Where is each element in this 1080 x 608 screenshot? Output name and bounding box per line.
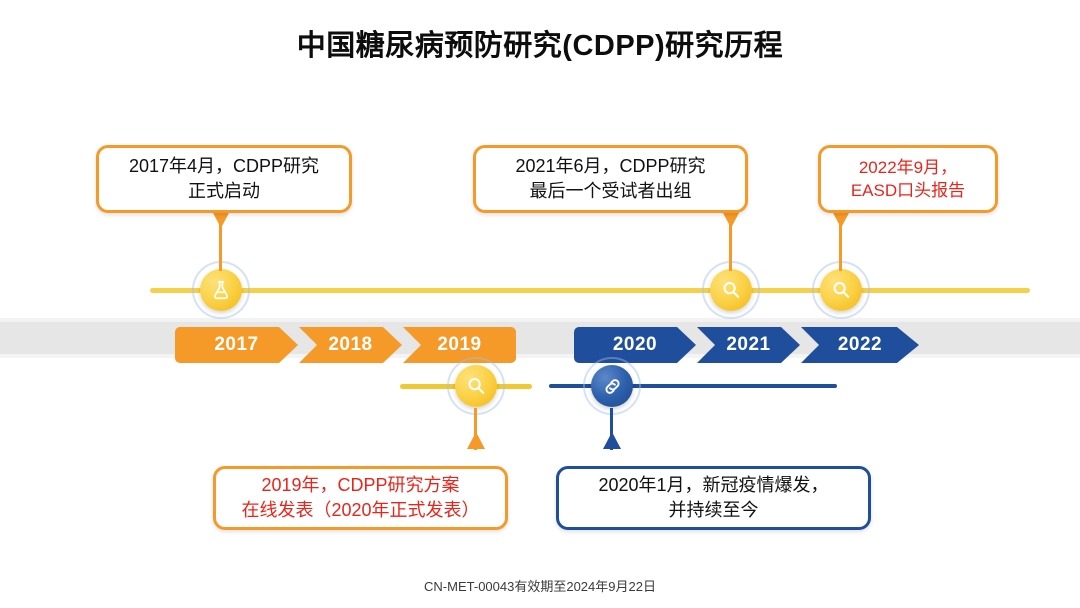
- flask-icon[interactable]: [192, 261, 250, 319]
- year-label-2019: 2019: [437, 334, 482, 355]
- callout-2017-line1: 2017年4月，CDPP研究: [128, 156, 320, 177]
- connector-stem-2021: [729, 213, 732, 271]
- callout-2021-line2: 最后一个受试者出组: [529, 181, 692, 201]
- callout-tail-2020: [603, 432, 621, 449]
- callout-2021-line1: 2021年6月，CDPP研究: [515, 156, 706, 177]
- callout-2022-line1: 2022年9月，: [858, 157, 958, 177]
- year-label-2022: 2022: [837, 334, 883, 355]
- callout-2020-text: 2020年1月，新冠疫情爆发， 并持续至今: [598, 473, 828, 523]
- callout-tail-2019: [467, 432, 485, 449]
- search-icon[interactable]: [447, 357, 505, 415]
- connector-stem-2022: [839, 213, 842, 271]
- search-icon[interactable]: [702, 261, 760, 319]
- year-chevron-2019[interactable]: 2019: [403, 327, 516, 363]
- timeline-rail-top: [150, 288, 1030, 293]
- connector-stem-2017: [219, 213, 222, 271]
- callout-2022[interactable]: 2022年9月， EASD口头报告: [818, 145, 998, 213]
- search-icon[interactable]: [812, 261, 870, 319]
- callout-2022-line2: EASD口头报告: [850, 181, 966, 200]
- link-glyph: [604, 378, 620, 394]
- timeline-rail-bottom-blue: [549, 384, 837, 388]
- page-title: 中国糖尿病预防研究(CDPP)研究历程: [296, 30, 784, 62]
- callout-2017[interactable]: 2017年4月，CDPP研究 正式启动: [96, 145, 352, 213]
- connector-stem-2020: [610, 408, 613, 450]
- callout-2019-line1: 2019年，CDPP研究方案: [261, 475, 460, 496]
- year-label-2021: 2021: [726, 334, 771, 355]
- callout-2022-text: 2022年9月， EASD口头报告: [851, 156, 965, 203]
- callout-tail-2021: [722, 211, 740, 228]
- callout-2019-text: 2019年，CDPP研究方案 在线发表（2020年正式发表）: [241, 473, 479, 523]
- year-chevron-2020[interactable]: 2020: [574, 327, 696, 363]
- connector-stem-2019: [474, 408, 477, 450]
- callout-2019-line2: 在线发表（2020年正式发表）: [241, 500, 480, 520]
- callout-tail-2022: [832, 211, 850, 228]
- callout-2017-text: 2017年4月，CDPP研究 正式启动: [129, 154, 319, 204]
- year-label-2020: 2020: [612, 334, 658, 355]
- footer-code: CN-MET-00043有效期至2024年9月22日: [424, 579, 656, 594]
- year-label-2017: 2017: [214, 334, 259, 355]
- link-icon[interactable]: [583, 357, 641, 415]
- gray-band: [0, 322, 1080, 354]
- callout-2020[interactable]: 2020年1月，新冠疫情爆发， 并持续至今: [556, 466, 871, 530]
- gray-band-highlight: [0, 318, 1080, 322]
- flask-glyph: [213, 280, 229, 300]
- year-chevron-2017[interactable]: 2017: [175, 327, 298, 363]
- callout-2020-line2: 并持续至今: [668, 500, 759, 520]
- callout-2021-text: 2021年6月，CDPP研究 最后一个受试者出组: [515, 154, 705, 204]
- search-glyph: [723, 282, 740, 298]
- search-glyph: [468, 378, 485, 394]
- callout-2017-line2: 正式启动: [187, 181, 260, 201]
- callout-2020-line1: 2020年1月，新冠疫情爆发，: [598, 475, 829, 496]
- year-label-2018: 2018: [328, 334, 373, 355]
- callout-2021[interactable]: 2021年6月，CDPP研究 最后一个受试者出组: [473, 145, 748, 213]
- callout-2019[interactable]: 2019年，CDPP研究方案 在线发表（2020年正式发表）: [213, 466, 508, 530]
- search-glyph: [833, 282, 850, 298]
- callout-tail-2017: [212, 211, 230, 228]
- gray-band-shadow: [0, 354, 1080, 358]
- year-chevron-2022[interactable]: 2022: [801, 327, 919, 363]
